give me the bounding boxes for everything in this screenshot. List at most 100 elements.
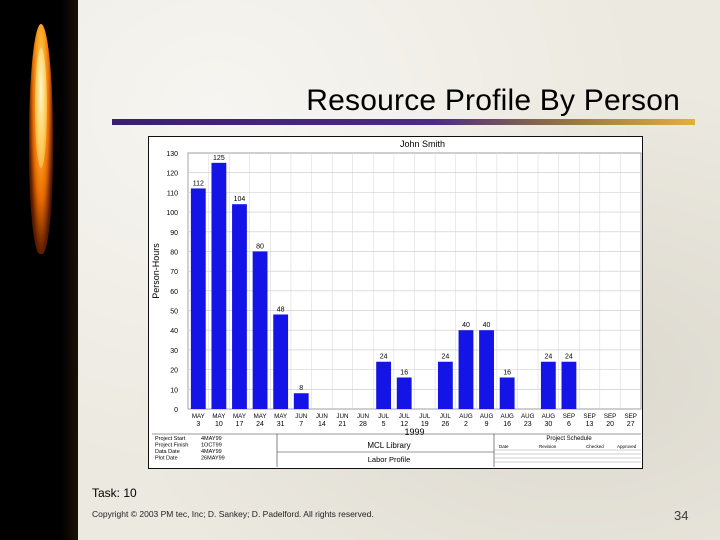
footer-meta-value: 4MAY99 <box>201 449 222 455</box>
bar <box>458 330 474 409</box>
y-tick-label: 10 <box>170 387 178 394</box>
x-tick-day: 9 <box>485 421 489 428</box>
y-tick-label: 50 <box>170 309 178 316</box>
candle-flame-core <box>35 48 47 168</box>
chart-canvas: John Smith 0 10 20 30 40 50 60 70 80 90 100 110 120 13… <box>151 139 642 467</box>
bar <box>190 188 206 409</box>
x-tick-month: MAY <box>212 413 225 420</box>
footer-schedule-col: Date <box>499 444 509 449</box>
x-tick-day: 13 <box>586 421 594 428</box>
y-tick-label: 80 <box>170 249 178 256</box>
x-tick-month: SEP <box>563 413 575 420</box>
slide-title: Resource Profile By Person <box>306 84 680 117</box>
x-tick-month: JUN <box>295 413 307 420</box>
x-tick-month: JUN <box>336 413 348 420</box>
x-tick-day: 28 <box>359 421 367 428</box>
bar <box>232 204 247 409</box>
x-tick-day: 31 <box>277 421 285 428</box>
y-tick-label: 0 <box>174 407 178 414</box>
title-underline <box>112 119 695 125</box>
page-number: 34 <box>674 508 689 523</box>
footer-schedule-col: Approved <box>617 444 637 449</box>
x-tick-month: AUG <box>542 413 556 420</box>
bar <box>561 361 577 409</box>
x-tick-day: 27 <box>627 421 635 428</box>
x-tick-day: 20 <box>606 421 614 428</box>
x-tick-month: SEP <box>583 413 595 420</box>
x-tick-month: AUG <box>459 413 473 420</box>
x-tick-month: AUG <box>521 413 535 420</box>
bar <box>479 330 494 409</box>
y-tick-label: 40 <box>170 328 178 335</box>
bar-value-label: 8 <box>299 385 303 392</box>
bar <box>499 377 515 409</box>
x-tick-day: 10 <box>215 421 223 428</box>
y-tick-label: 60 <box>170 289 178 296</box>
bar <box>273 314 289 409</box>
labor-profile-chart: John Smith 0 10 20 30 40 50 60 70 80 90 100 110 120 13… <box>148 136 643 469</box>
x-tick-day: 6 <box>567 421 571 428</box>
bar <box>376 361 392 409</box>
x-tick-day: 26 <box>441 421 449 428</box>
bar-value-label: 24 <box>544 354 552 361</box>
footer-meta-value: 26MAY99 <box>201 456 225 462</box>
x-tick-month: MAY <box>254 413 267 420</box>
y-tick-label: 130 <box>166 151 178 158</box>
bar-value-label: 48 <box>277 306 285 313</box>
x-tick-day: 17 <box>236 421 244 428</box>
x-tick-day: 23 <box>524 421 532 428</box>
bar-value-label: 40 <box>483 322 491 329</box>
y-tick-label: 110 <box>167 190 178 197</box>
x-tick-month: JUL <box>419 413 431 420</box>
bar-value-label: 112 <box>193 180 204 187</box>
x-tick-month: JUL <box>440 413 452 420</box>
footer-schedule-col: Checked <box>586 444 604 449</box>
x-tick-month: MAY <box>192 413 205 420</box>
footer-meta-label: Data Date <box>155 449 180 455</box>
bar <box>540 361 556 409</box>
x-tick-day: 21 <box>339 421 347 428</box>
bar-value-label: 104 <box>234 196 246 203</box>
footer-schedule-title: Project Schedule <box>546 436 592 442</box>
x-tick-month: JUL <box>399 413 411 420</box>
bar <box>293 393 309 409</box>
copyright-text: Copyright © 2003 PM tec, Inc; D. Sankey;… <box>92 509 374 519</box>
footer-schedule-col: Revision <box>539 444 557 449</box>
bar <box>211 162 227 409</box>
x-tick-month: SEP <box>604 413 616 420</box>
x-tick-day: 3 <box>196 421 200 428</box>
x-tick-month: AUG <box>500 413 514 420</box>
bar <box>252 251 268 409</box>
x-tick-day: 7 <box>299 421 303 428</box>
x-tick-month: JUN <box>357 413 369 420</box>
x-tick-day: 30 <box>544 421 552 428</box>
bar-value-label: 24 <box>380 354 388 361</box>
x-tick-day: 2 <box>464 421 468 428</box>
bar-value-label: 24 <box>565 354 573 361</box>
x-axis-label: 1999 <box>404 427 424 437</box>
x-tick-day: 16 <box>503 421 511 428</box>
bar-value-label: 24 <box>441 354 449 361</box>
x-tick-month: JUN <box>316 413 328 420</box>
x-tick-day: 19 <box>421 421 429 428</box>
x-tick-day: 5 <box>382 421 386 428</box>
bar-value-label: 16 <box>400 369 408 376</box>
x-tick-day: 12 <box>400 421 408 428</box>
x-tick-day: 24 <box>256 421 264 428</box>
bar-value-label: 125 <box>213 155 225 162</box>
bar <box>437 361 453 409</box>
footer-meta-value: 4MAY99 <box>201 436 222 442</box>
y-tick-label: 120 <box>166 171 178 178</box>
x-tick-month: AUG <box>480 413 494 420</box>
footer-meta-label: Project Finish <box>155 443 188 449</box>
y-tick-label: 30 <box>170 348 178 355</box>
y-axis-label: Person-Hours <box>151 243 161 299</box>
footer-report: Labor Profile <box>368 455 411 464</box>
footer-meta-value: 1OCT99 <box>201 443 222 449</box>
y-tick-label: 90 <box>170 230 178 237</box>
x-tick-month: SEP <box>625 413 637 420</box>
x-tick-day: 14 <box>318 421 326 428</box>
bar-value-label: 16 <box>503 369 511 376</box>
footer-meta-label: Project Start <box>155 436 186 442</box>
bar-value-label: 40 <box>462 322 470 329</box>
